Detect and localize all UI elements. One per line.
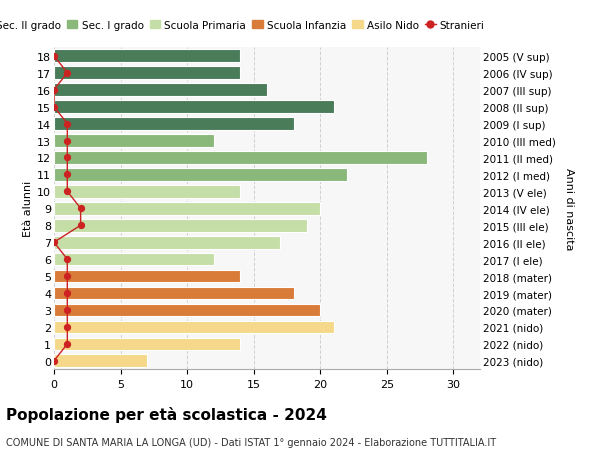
Bar xyxy=(54,202,320,215)
Point xyxy=(62,307,72,314)
Point xyxy=(62,273,72,280)
Bar xyxy=(54,338,241,351)
Point xyxy=(62,121,72,128)
Bar xyxy=(54,118,293,131)
Point xyxy=(49,239,59,246)
Point xyxy=(62,70,72,77)
Point xyxy=(62,138,72,145)
Point xyxy=(76,205,85,213)
Bar xyxy=(54,355,147,367)
Point xyxy=(49,104,59,111)
Legend: Sec. II grado, Sec. I grado, Scuola Primaria, Scuola Infanzia, Asilo Nido, Stran: Sec. II grado, Sec. I grado, Scuola Prim… xyxy=(0,17,489,35)
Point xyxy=(76,222,85,230)
Bar xyxy=(54,50,241,63)
Point xyxy=(49,358,59,365)
Bar xyxy=(54,287,293,300)
Bar xyxy=(54,152,427,164)
Bar xyxy=(54,219,307,232)
Point xyxy=(62,171,72,179)
Point xyxy=(62,324,72,331)
Point xyxy=(49,87,59,94)
Bar xyxy=(54,169,347,181)
Point xyxy=(62,290,72,297)
Bar xyxy=(54,321,334,334)
Bar xyxy=(54,236,280,249)
Bar xyxy=(54,101,334,114)
Point xyxy=(62,154,72,162)
Text: Popolazione per età scolastica - 2024: Popolazione per età scolastica - 2024 xyxy=(6,406,327,422)
Text: COMUNE DI SANTA MARIA LA LONGA (UD) - Dati ISTAT 1° gennaio 2024 - Elaborazione : COMUNE DI SANTA MARIA LA LONGA (UD) - Da… xyxy=(6,437,496,447)
Bar xyxy=(54,253,214,266)
Point xyxy=(62,188,72,196)
Bar xyxy=(54,185,241,198)
Point xyxy=(62,341,72,348)
Point xyxy=(49,53,59,60)
Bar xyxy=(54,84,267,97)
Bar xyxy=(54,270,241,283)
Bar xyxy=(54,67,241,80)
Bar xyxy=(54,135,214,147)
Point xyxy=(62,256,72,263)
Y-axis label: Anni di nascita: Anni di nascita xyxy=(564,168,574,250)
Y-axis label: Età alunni: Età alunni xyxy=(23,181,33,237)
Bar xyxy=(54,304,320,317)
